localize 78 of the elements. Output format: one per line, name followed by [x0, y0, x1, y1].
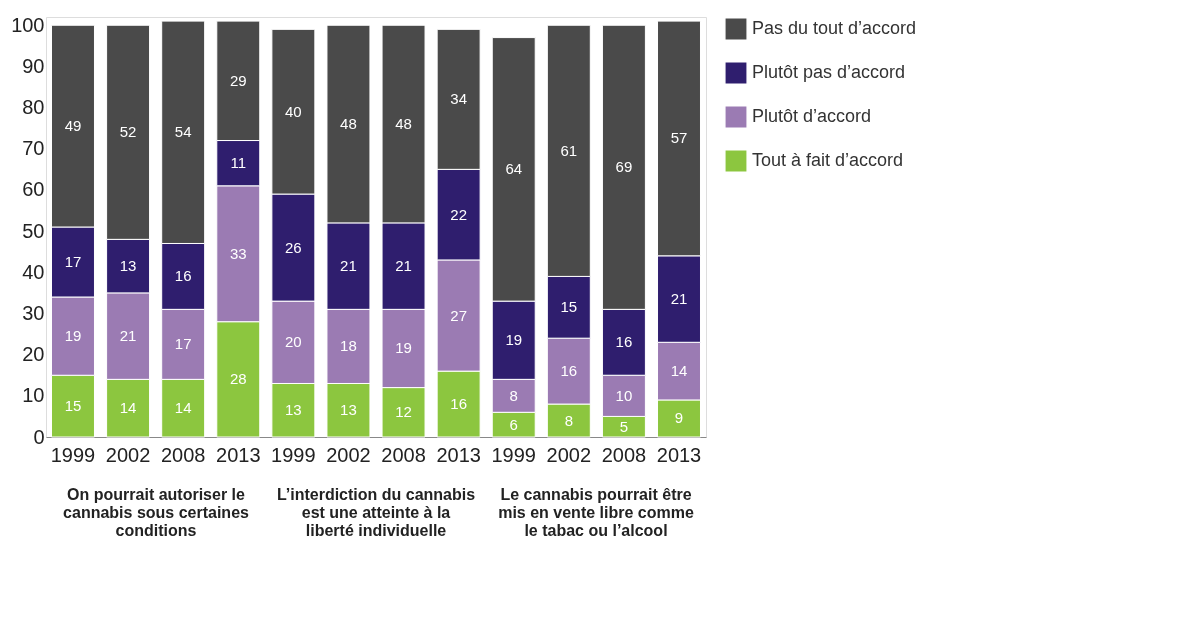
y-tick-label: 80	[22, 96, 45, 119]
data-label: 40	[285, 102, 302, 120]
y-tick-label: 0	[33, 425, 45, 448]
data-label: 61	[560, 141, 578, 159]
legend-label: Tout à fait d’accord	[752, 150, 904, 170]
data-label: 69	[615, 158, 633, 176]
data-label: 14	[174, 399, 192, 417]
data-label: 64	[505, 160, 523, 178]
data-label: 14	[119, 399, 137, 417]
data-label: 10	[615, 386, 633, 404]
data-label: 33	[229, 244, 247, 262]
data-label: 8	[564, 411, 573, 429]
data-label: 26	[285, 238, 302, 256]
x-tick-label: 2008	[160, 443, 206, 466]
data-label: 48	[340, 115, 357, 133]
data-label: 9	[674, 409, 684, 427]
data-label: 22	[450, 205, 467, 223]
data-label: 6	[509, 415, 518, 433]
data-label: 18	[340, 337, 357, 355]
x-tick-label: 1999	[271, 443, 316, 466]
x-tick-label: 2002	[546, 443, 592, 466]
x-tick-label: 2013	[436, 443, 481, 466]
data-label: 21	[670, 290, 688, 308]
data-label: 19	[64, 327, 82, 345]
data-label: 15	[560, 298, 578, 316]
data-label: 16	[174, 267, 192, 285]
x-tick-label: 2008	[381, 443, 426, 466]
data-label: 13	[119, 257, 137, 275]
x-tick-label: 1999	[491, 443, 536, 466]
data-label: 54	[174, 123, 192, 141]
data-label: 8	[509, 386, 518, 404]
legend-label: Plutôt pas d’accord	[752, 62, 906, 82]
data-label: 49	[64, 117, 82, 135]
y-tick-label: 70	[22, 137, 45, 160]
data-label: 17	[174, 335, 192, 353]
y-tick-label: 50	[22, 219, 45, 242]
data-label: 11	[230, 154, 247, 172]
y-tick-label: 20	[22, 343, 45, 366]
data-label: 21	[340, 257, 357, 275]
y-tick-label: 40	[22, 260, 45, 283]
data-label: 15	[64, 397, 82, 415]
data-label: 48	[395, 115, 412, 133]
x-tick-label: 2002	[326, 443, 371, 466]
data-label: 19	[395, 339, 412, 357]
data-label: 13	[285, 401, 302, 419]
x-tick-label: 2013	[656, 443, 702, 466]
data-label: 21	[395, 257, 412, 275]
y-tick-label: 60	[22, 178, 45, 201]
data-label: 19	[505, 331, 523, 349]
text: Le cannabis pourrait être mis en vente libre comme le tabac ou l’alcool	[498, 486, 694, 539]
data-label: 21	[119, 327, 137, 345]
data-label: 12	[395, 403, 412, 421]
legend-label: Plutôt d’accord	[752, 106, 872, 126]
data-label: 52	[119, 123, 137, 141]
y-tick-label: 90	[22, 54, 45, 77]
text: L’interdiction du cannabis est une atteinte à la liberté individuelle	[276, 486, 476, 539]
legend-label: Pas du tout d’accord	[752, 18, 917, 38]
data-label: 16	[615, 333, 633, 351]
x-tick-label: 1999	[50, 443, 96, 466]
data-label: 5	[619, 417, 629, 435]
data-label: 27	[450, 306, 467, 324]
y-tick-label: 10	[22, 384, 45, 407]
data-label: 13	[340, 401, 357, 419]
data-label: 20	[285, 333, 302, 351]
text: On pourrait autoriser le cannabis sous certaines conditions	[63, 486, 250, 539]
data-label: 16	[450, 395, 467, 413]
data-label: 17	[64, 253, 82, 270]
data-label: 14	[670, 362, 688, 380]
x-tick-label: 2002	[105, 443, 151, 466]
x-tick-label: 2008	[601, 443, 647, 466]
x-tick-label: 2013	[216, 443, 261, 466]
y-tick-label: 30	[22, 301, 45, 324]
data-label: 16	[560, 362, 578, 380]
y-tick-label: 100	[11, 13, 45, 36]
data-label: 34	[450, 90, 467, 108]
data-label: 28	[229, 370, 247, 388]
data-label: 57	[670, 129, 688, 147]
data-label: 29	[229, 71, 247, 89]
